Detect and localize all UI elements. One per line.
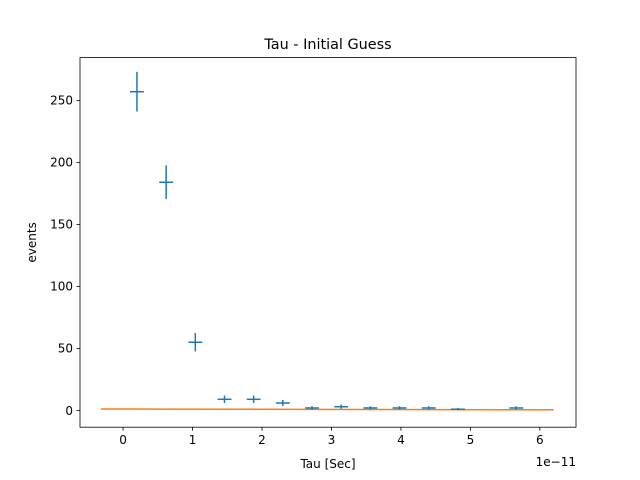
chart-marks [100,71,554,411]
plot-frame [79,57,577,428]
x-tick-label: 0 [119,433,127,447]
y-tick-label: 250 [50,94,73,108]
x-axis-offset-label: 1e−11 [536,455,576,469]
errorbar-point [334,404,349,409]
y-axis-label: events [25,222,39,262]
x-tick-label: 1 [189,433,197,447]
errorbar-point [217,395,232,404]
x-tick-label: 3 [328,433,336,447]
x-axis-label: Tau [Sec] [299,457,355,471]
fit-line [100,408,554,411]
x-tick-label: 2 [258,433,266,447]
errorbar-point [421,406,436,410]
errorbar-point [130,71,144,112]
errorbar-point [392,406,407,410]
y-tick-label: 150 [50,218,73,232]
x-tick-label: 5 [467,433,475,447]
errorbar-point [305,406,319,410]
chart-title: Tau - Initial Guess [263,37,391,53]
y-tick-label: 200 [50,156,73,170]
errorbar-point [450,407,465,411]
errorbar-point [159,165,174,200]
y-tick-label: 100 [50,280,73,294]
y-tick-label: 0 [65,404,73,418]
x-tick-label: 4 [397,433,405,447]
errorbar-point [275,400,290,406]
errorbar-point [246,395,261,404]
errorbar-point [188,333,203,352]
plot-area [80,57,576,428]
errorbar-point [509,406,524,410]
y-tick-label: 50 [58,342,73,356]
chart-axes: 0 1 2 3 4 5 6 0 50 100 150 200 250 [50,94,544,448]
x-tick-label: 6 [536,433,544,447]
errorbar-point [363,406,378,410]
